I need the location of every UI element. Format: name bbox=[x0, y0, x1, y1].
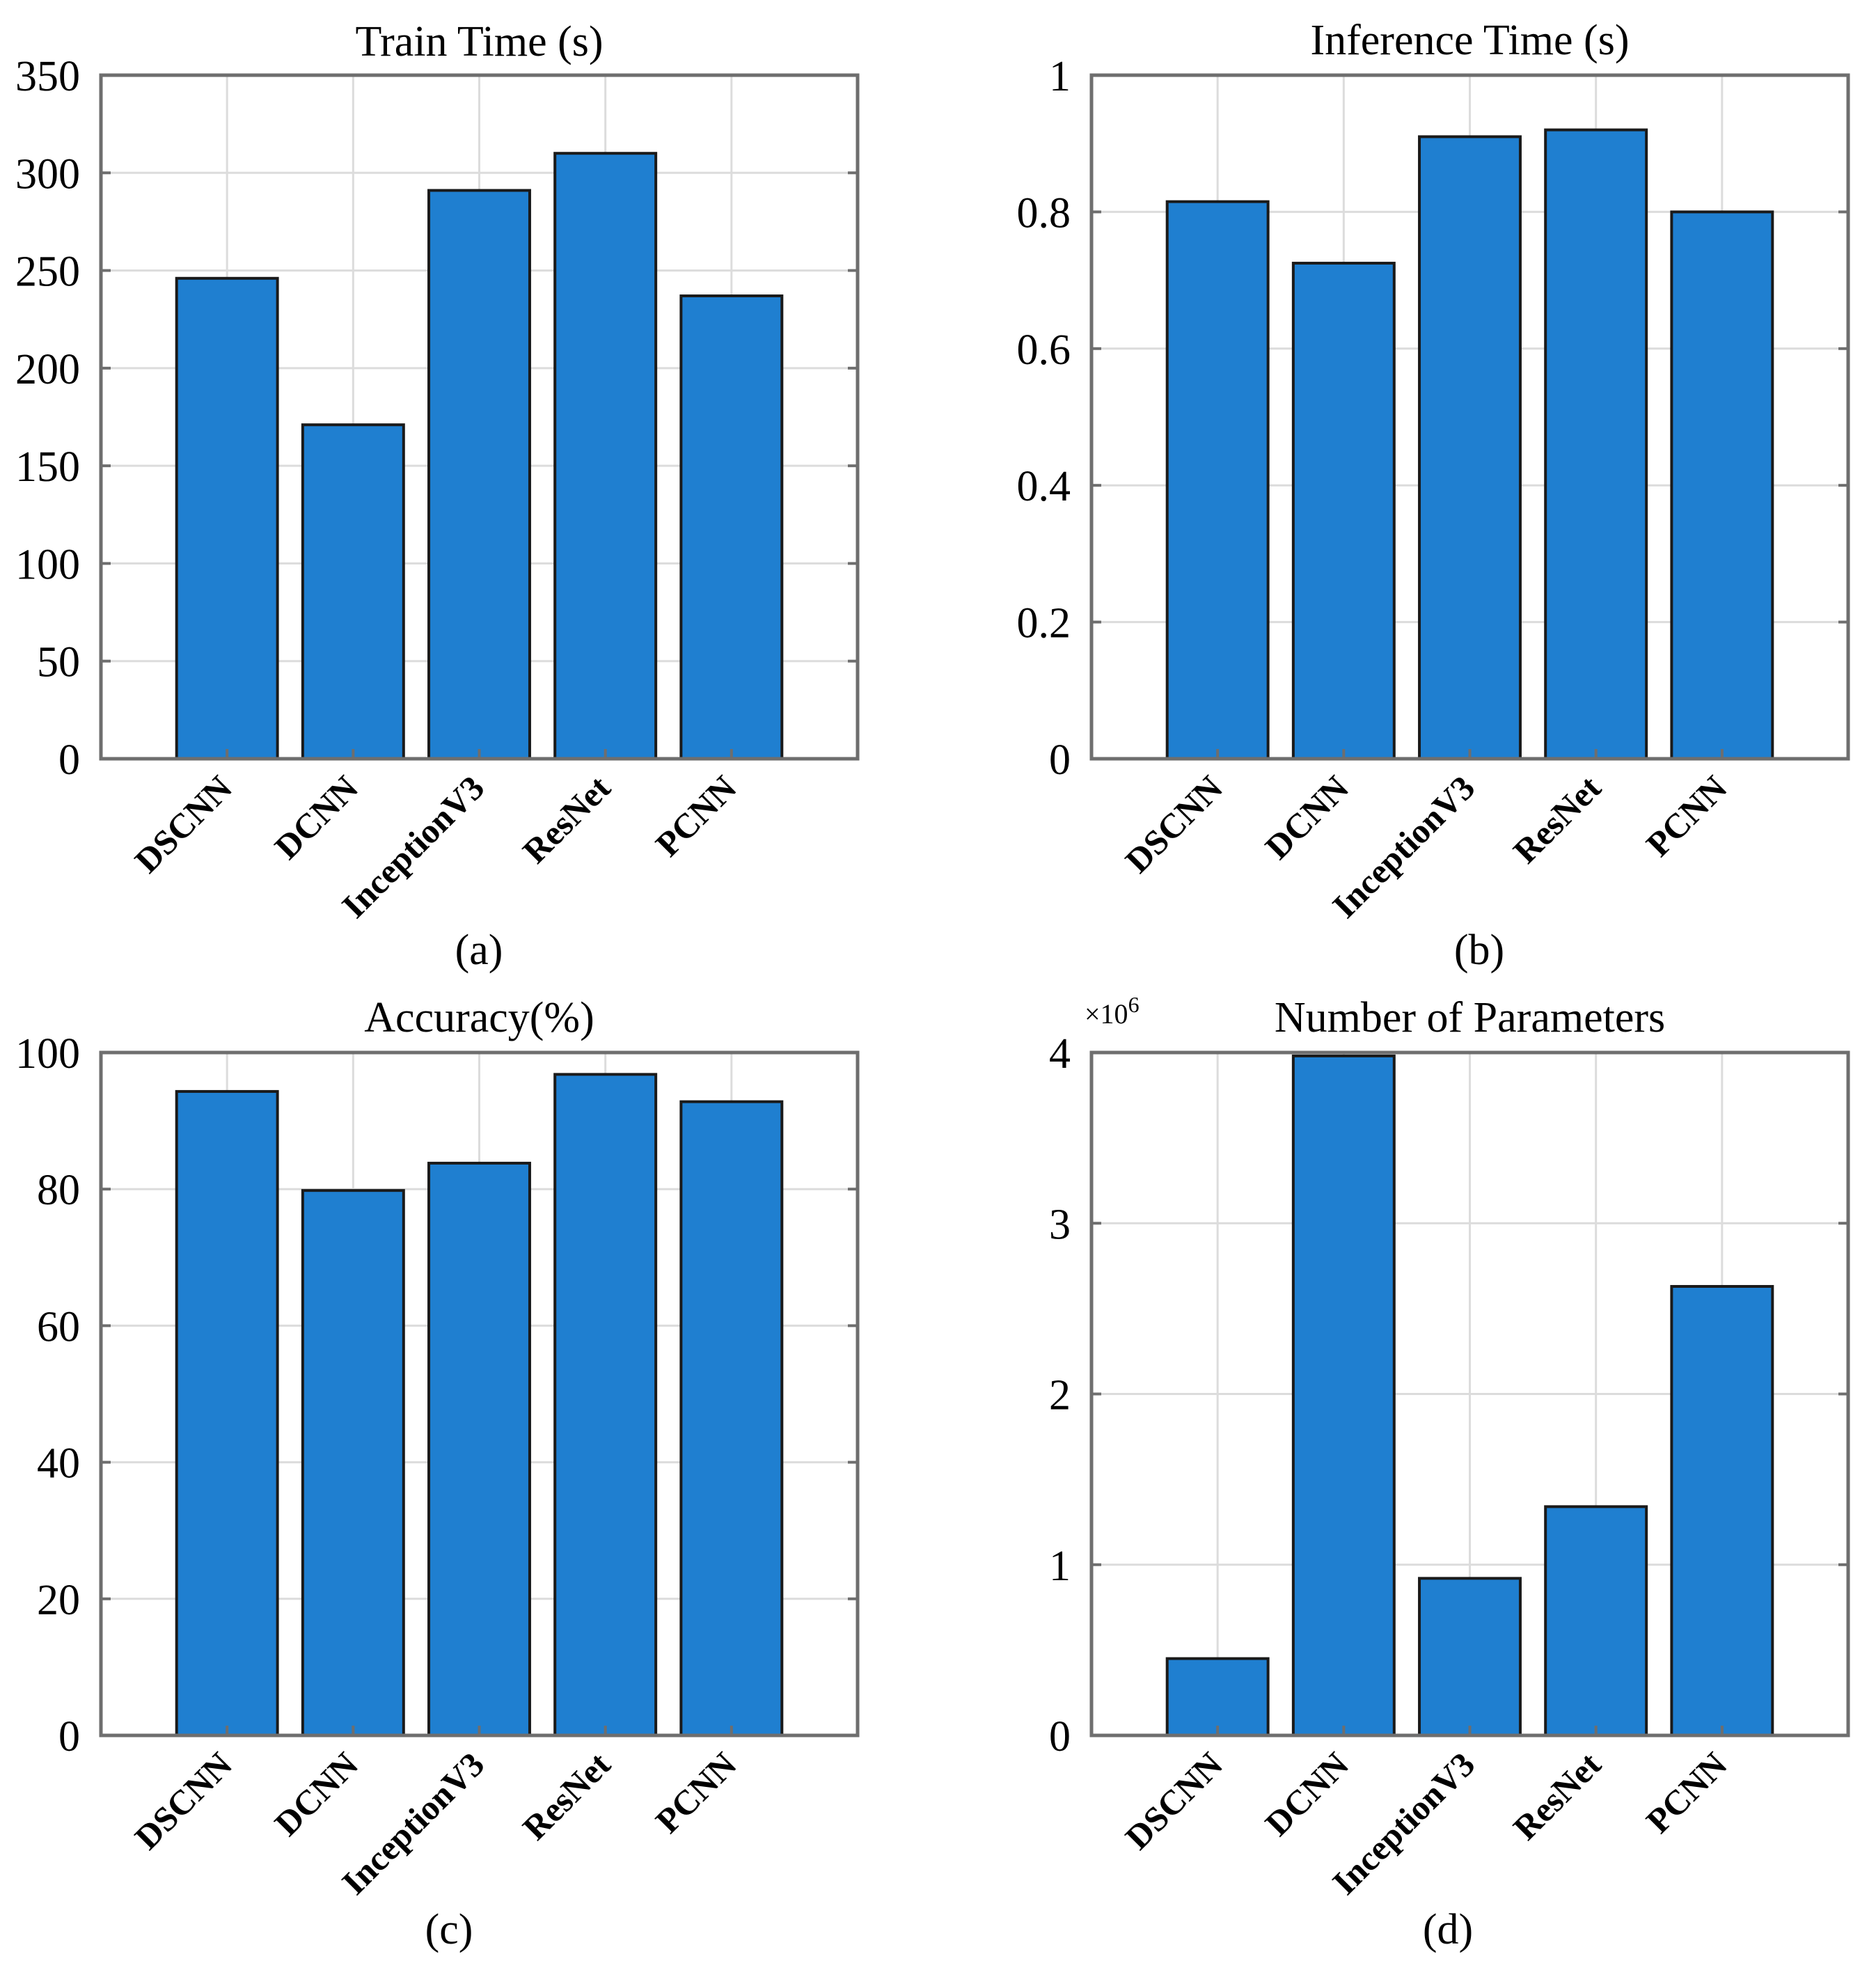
y-tick-label: 20 bbox=[37, 1577, 80, 1624]
bar-dcnn bbox=[1291, 1054, 1396, 1737]
x-category-label: DSCNN bbox=[1118, 1744, 1230, 1857]
y-tick-label: 50 bbox=[37, 639, 80, 686]
y-tick-label: 0.8 bbox=[1017, 189, 1071, 237]
x-category-label: PCNN bbox=[1639, 768, 1735, 864]
y-tick-label: 40 bbox=[37, 1440, 80, 1488]
y-tick-label: 0 bbox=[58, 1713, 80, 1760]
x-category-label: DCNN bbox=[1257, 1744, 1356, 1843]
x-category-label: ResNet bbox=[1506, 768, 1609, 871]
x-category-label: PCNN bbox=[648, 768, 744, 864]
x-category-label: ResNet bbox=[515, 1744, 618, 1847]
panel-caption: (c) bbox=[425, 1906, 473, 1953]
x-category-label: DSCNN bbox=[1118, 768, 1230, 880]
bar-dcnn bbox=[301, 423, 405, 760]
y-tick-label: 200 bbox=[15, 346, 80, 393]
y-exponent-label: ×106 bbox=[1085, 992, 1140, 1030]
y-tick-label: 80 bbox=[37, 1167, 80, 1214]
chart-title: Number of Parameters bbox=[1275, 994, 1665, 1041]
y-tick-label: 150 bbox=[15, 443, 80, 491]
y-tick-label: 100 bbox=[15, 541, 80, 588]
bar-resnet bbox=[553, 152, 658, 760]
bar-pcnn bbox=[1670, 1284, 1774, 1737]
y-tick-label: 0.2 bbox=[1017, 600, 1071, 647]
y-tick-label: 0 bbox=[58, 736, 80, 784]
bar-dscnn bbox=[175, 276, 279, 760]
bar-inceptionv3 bbox=[1418, 135, 1522, 760]
bar-dcnn bbox=[1291, 262, 1396, 760]
x-category-label: DCNN bbox=[267, 1744, 365, 1843]
y-tick-label: 0 bbox=[1049, 736, 1071, 784]
chart-title: Train Time (s) bbox=[355, 18, 603, 65]
x-category-label: PCNN bbox=[648, 1744, 744, 1841]
y-tick-label: 0.4 bbox=[1017, 463, 1071, 510]
bar-resnet bbox=[553, 1073, 658, 1737]
x-category-label: DCNN bbox=[267, 768, 365, 867]
y-tick-label: 100 bbox=[15, 1030, 80, 1078]
y-tick-label: 2 bbox=[1049, 1372, 1071, 1419]
panel-caption: (a) bbox=[455, 927, 503, 974]
bar-dscnn bbox=[175, 1089, 279, 1737]
bar-inceptionv3 bbox=[1418, 1577, 1522, 1737]
bar-pcnn bbox=[679, 1100, 784, 1737]
x-category-label: DCNN bbox=[1257, 768, 1356, 867]
x-category-label: PCNN bbox=[1639, 1744, 1735, 1841]
x-category-label: ResNet bbox=[1506, 1744, 1609, 1847]
y-tick-label: 1 bbox=[1049, 1543, 1071, 1590]
y-exponent-power: 6 bbox=[1128, 992, 1140, 1017]
y-tick-label: 0 bbox=[1049, 1713, 1071, 1760]
y-tick-label: 300 bbox=[15, 150, 80, 198]
panel-caption: (d) bbox=[1423, 1906, 1473, 1953]
y-tick-label: 60 bbox=[37, 1303, 80, 1350]
y-tick-label: 3 bbox=[1049, 1201, 1071, 1248]
chart-title: Inference Time (s) bbox=[1311, 17, 1630, 64]
y-tick-label: 250 bbox=[15, 249, 80, 296]
x-category-label: DSCNN bbox=[127, 768, 239, 880]
bar-dscnn bbox=[1165, 1657, 1270, 1737]
bar-resnet bbox=[1544, 128, 1648, 760]
x-category-label: ResNet bbox=[515, 768, 618, 871]
x-category-label: DSCNN bbox=[127, 1744, 239, 1857]
bar-pcnn bbox=[1670, 210, 1774, 760]
y-tick-label: 4 bbox=[1049, 1030, 1071, 1078]
y-tick-label: 1 bbox=[1049, 53, 1071, 100]
y-tick-label: 350 bbox=[15, 53, 80, 100]
bar-dscnn bbox=[1165, 200, 1270, 761]
bar-pcnn bbox=[679, 294, 784, 760]
chart-title: Accuracy(%) bbox=[364, 994, 594, 1041]
bar-inceptionv3 bbox=[427, 1161, 531, 1737]
bar-inceptionv3 bbox=[427, 189, 531, 760]
panel-caption: (b) bbox=[1454, 927, 1504, 974]
bar-dcnn bbox=[301, 1189, 405, 1737]
y-tick-label: 0.6 bbox=[1017, 326, 1071, 374]
bar-resnet bbox=[1544, 1505, 1648, 1737]
